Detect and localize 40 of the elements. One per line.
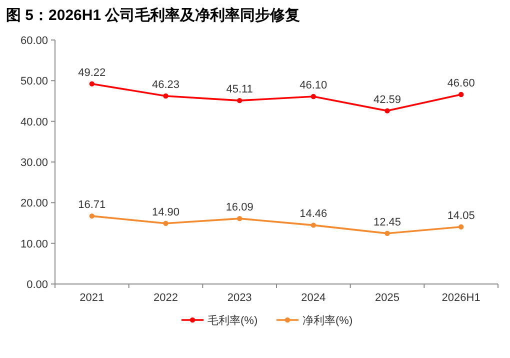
ytick: 60.00 [20, 35, 48, 47]
label: 12.45 [373, 216, 402, 228]
xtick: 2024 [301, 292, 326, 304]
point [310, 222, 316, 228]
label: 14.05 [447, 210, 475, 222]
label: 42.59 [373, 94, 402, 106]
label: 14.46 [300, 208, 328, 220]
label: 45.11 [226, 84, 253, 96]
point [163, 93, 168, 99]
point [458, 224, 464, 230]
point [236, 98, 242, 104]
xtick: 2021 [80, 292, 104, 304]
point [163, 220, 168, 226]
ytick: 10.00 [20, 238, 48, 250]
point [458, 92, 464, 98]
xtick: 2022 [154, 292, 178, 304]
label: 16.09 [226, 202, 254, 214]
title: 图 5：2026H1 公司毛利率及净利率同步修复 [6, 7, 300, 24]
point [89, 81, 95, 86]
label: 49.22 [78, 66, 106, 79]
ytick: 20.00 [20, 198, 48, 210]
point [384, 108, 390, 114]
point [89, 213, 95, 219]
xtick: 2026H1 [442, 292, 480, 304]
point [310, 94, 316, 100]
ytick: 30.00 [20, 157, 48, 169]
legend-label: 净利率(%) [302, 314, 353, 327]
legend-label: 毛利率(%) [208, 314, 258, 327]
ytick: 0.00 [26, 279, 48, 291]
ytick: 40.00 [20, 116, 48, 128]
label: 16.71 [78, 199, 106, 212]
label: 14.90 [152, 206, 180, 218]
xtick: 2025 [375, 292, 400, 304]
label: 46.60 [447, 78, 475, 90]
label: 46.10 [300, 80, 328, 92]
ytick: 50.00 [20, 76, 48, 88]
point [384, 230, 390, 236]
point [236, 216, 242, 222]
label: 46.23 [152, 79, 180, 91]
xtick: 2023 [227, 292, 252, 304]
